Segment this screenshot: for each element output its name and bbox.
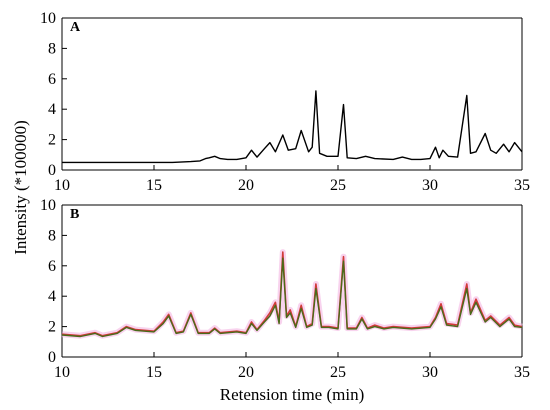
series-line	[61, 257, 523, 338]
y-tick-label: 8	[48, 40, 56, 57]
y-axis-title: Intensity (*100000)	[11, 120, 30, 255]
x-tick-label: 20	[238, 177, 254, 194]
x-axis-title: Retension time (min)	[220, 385, 364, 404]
series-line	[62, 90, 523, 164]
x-tick-label: 10	[54, 177, 70, 194]
x-tick-label: 35	[514, 364, 530, 381]
x-tick-label: 35	[514, 177, 530, 194]
y-tick-label: 10	[40, 197, 56, 214]
panel-b: 0 2 4 6 8 10 10 15 20 25 30 35 B	[40, 197, 530, 381]
y-tick-label: 6	[48, 71, 56, 88]
y-tick-label: 2	[48, 319, 56, 336]
y-tick-label: 4	[48, 288, 56, 305]
y-tick-label: 4	[48, 101, 56, 118]
series-halo	[61, 249, 523, 339]
y-tick-label: 10	[40, 10, 56, 27]
x-tick-label: 30	[422, 177, 438, 194]
y-tick-label: 8	[48, 227, 56, 244]
x-tick-label: 20	[238, 364, 254, 381]
y-tick-label: 0	[48, 349, 56, 366]
panel-label: A	[70, 20, 81, 35]
y-tick-label: 6	[48, 258, 56, 275]
x-tick-label: 25	[330, 177, 346, 194]
y-tick-label: 2	[48, 132, 56, 149]
x-tick-label: 10	[54, 364, 70, 381]
panel-a: 0 2 4 6 8 10 10 15 20 25 30 35 A	[40, 10, 530, 194]
panel-label: B	[70, 207, 79, 222]
x-tick-label: 25	[330, 364, 346, 381]
x-tick-label: 15	[146, 364, 162, 381]
x-tick-label: 30	[422, 364, 438, 381]
x-tick-label: 15	[146, 177, 162, 194]
y-tick-label: 0	[48, 162, 56, 179]
